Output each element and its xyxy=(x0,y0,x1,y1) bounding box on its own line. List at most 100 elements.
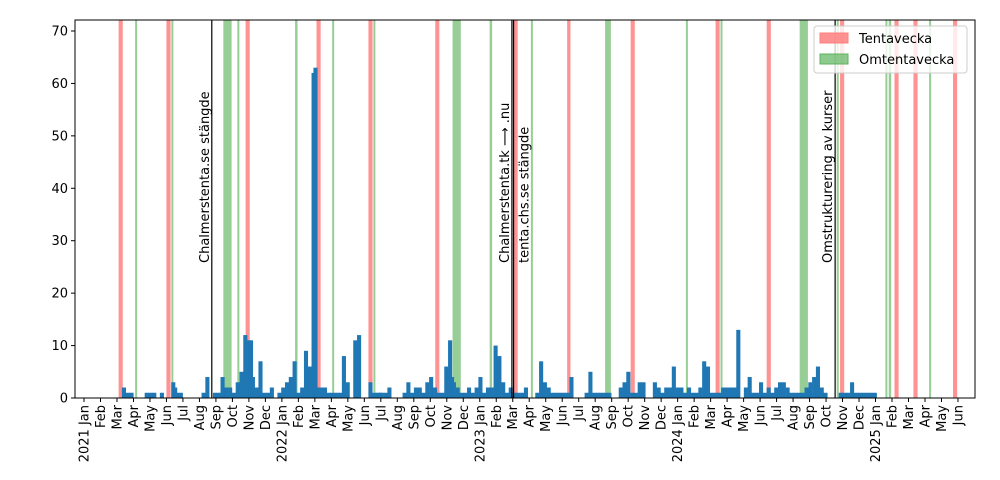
x-tick-label: Sep xyxy=(407,405,422,430)
x-tick-label: Sep xyxy=(209,405,224,430)
bar xyxy=(853,392,858,398)
bar xyxy=(159,392,164,398)
tentavecka-band xyxy=(630,20,635,398)
bar xyxy=(334,392,339,398)
x-tick-label: Jun xyxy=(754,405,769,426)
bar xyxy=(501,382,506,398)
bar xyxy=(846,392,851,398)
bar xyxy=(679,387,684,398)
bar xyxy=(402,392,407,398)
vline-label: Chalmerstenta.se stängde xyxy=(198,91,213,263)
bar xyxy=(554,392,559,398)
bar xyxy=(372,392,377,398)
bar xyxy=(212,392,218,398)
omtentavecka-band xyxy=(452,20,461,398)
bar xyxy=(686,387,692,398)
bar xyxy=(470,392,475,398)
bar xyxy=(868,392,874,398)
bar xyxy=(683,392,688,398)
bar xyxy=(224,387,229,398)
legend: Tentavecka Omtentavecka xyxy=(813,25,968,74)
bar xyxy=(872,392,877,398)
x-tick-label: Jul xyxy=(572,405,587,422)
bar xyxy=(444,366,449,398)
bar xyxy=(493,345,498,398)
bar xyxy=(584,392,589,398)
x-tick-label: May xyxy=(143,405,158,432)
shaded-bands xyxy=(118,20,958,398)
bar xyxy=(266,392,271,398)
bar xyxy=(258,361,263,398)
bar xyxy=(865,392,870,398)
x-tick-label: Nov xyxy=(440,405,455,431)
legend-swatch-omtentavecka xyxy=(819,53,849,65)
bar xyxy=(379,392,384,398)
bar xyxy=(724,387,729,398)
x-tick-label: Apr xyxy=(918,404,933,427)
bar xyxy=(550,392,555,398)
x-tick-label: Mar xyxy=(110,404,125,429)
bar xyxy=(292,361,297,398)
x-tick-label: Mar xyxy=(506,404,521,429)
bar xyxy=(622,382,627,398)
x-tick-label: Feb xyxy=(886,405,901,428)
x-tick-label: 2022 Jan xyxy=(275,405,290,462)
bar xyxy=(239,371,244,398)
bar xyxy=(842,392,847,398)
bar xyxy=(785,387,790,398)
bar xyxy=(326,392,331,398)
x-tick-label: 2021 Jan xyxy=(78,405,93,462)
bar xyxy=(781,382,786,398)
plot-frame xyxy=(74,19,976,399)
x-tick-label: Nov xyxy=(638,405,653,431)
tentavecka-band xyxy=(766,20,771,398)
bar xyxy=(861,392,866,398)
bar xyxy=(766,387,771,398)
x-tick-label: Nov xyxy=(836,405,851,431)
bar xyxy=(705,366,711,398)
bar xyxy=(353,340,358,398)
bar xyxy=(690,392,695,398)
bar xyxy=(341,356,346,398)
tentavecka-band xyxy=(840,20,845,398)
bar xyxy=(216,392,221,398)
bar xyxy=(248,340,254,398)
bar xyxy=(417,387,422,398)
x-tick-label: Oct xyxy=(820,405,835,427)
bar xyxy=(626,371,631,398)
bar xyxy=(777,382,783,398)
omtentavecka-band xyxy=(685,20,688,398)
bar xyxy=(808,382,813,398)
x-tick-label: May xyxy=(935,405,950,432)
bar xyxy=(512,392,517,398)
bar xyxy=(205,377,210,398)
bar xyxy=(455,387,460,398)
x-tick-label: Jun xyxy=(160,405,175,426)
bar xyxy=(804,387,809,398)
bar xyxy=(542,382,547,398)
bar xyxy=(675,387,680,398)
bar xyxy=(410,392,415,398)
bar xyxy=(698,387,703,398)
x-tick-label: Sep xyxy=(605,405,620,430)
x-tick-label: Feb xyxy=(292,405,307,428)
tentavecka-band xyxy=(953,20,958,398)
bar xyxy=(717,392,722,398)
legend-label-tentavecka: Tentavecka xyxy=(858,32,932,47)
x-tick-label: Jun xyxy=(556,405,571,426)
x-tick-label: Apr xyxy=(523,404,538,427)
bar xyxy=(277,392,282,398)
x-tick-label: Dec xyxy=(655,405,670,430)
bar xyxy=(281,387,286,398)
tentavecka-band xyxy=(368,20,373,398)
bar xyxy=(313,67,318,398)
omtentavecka-band xyxy=(836,20,839,398)
bar xyxy=(850,382,855,398)
omtentavecka-band xyxy=(295,20,298,398)
y-tick-label: 20 xyxy=(51,287,68,302)
bar xyxy=(345,382,350,398)
tentavecka-band xyxy=(567,20,571,398)
x-tick-label: Jun xyxy=(358,405,373,426)
bar xyxy=(482,392,487,398)
